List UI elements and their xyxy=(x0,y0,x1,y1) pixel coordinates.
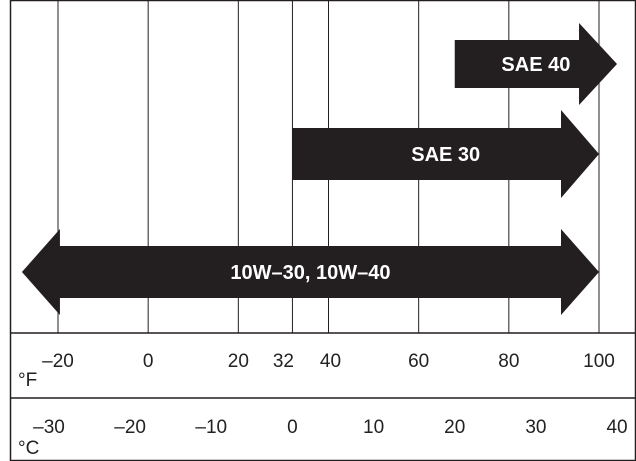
range-arrow-sae-30 xyxy=(292,110,599,198)
f-tick-label: –20 xyxy=(42,351,74,372)
c-tick-label: 20 xyxy=(444,417,465,438)
c-tick-label: –20 xyxy=(114,417,146,438)
fahrenheit-unit-label: °F xyxy=(18,370,37,391)
f-tick-label: 100 xyxy=(583,351,615,372)
c-tick-label: –30 xyxy=(33,417,65,438)
c-tick-label: 40 xyxy=(606,417,627,438)
range-arrows: SAE 40 SAE 30 10W–30, 10W–40 xyxy=(21,23,618,315)
f-tick-label: 80 xyxy=(498,351,519,372)
c-tick-label: 10 xyxy=(363,417,384,438)
celsius-unit-label: °C xyxy=(18,438,39,459)
fahrenheit-tick-labels: –20 0 20 32 40 60 80 100 xyxy=(42,351,615,372)
c-tick-label: 30 xyxy=(525,417,546,438)
c-tick-label: 0 xyxy=(287,417,298,438)
range-label-10w-30-10w-40: 10W–30, 10W–40 xyxy=(230,262,390,284)
f-tick-label: 40 xyxy=(320,351,341,372)
f-tick-label: 20 xyxy=(228,351,249,372)
f-tick-label: 60 xyxy=(408,351,429,372)
range-arrow-sae-40 xyxy=(454,23,618,105)
range-label-sae-40: SAE 40 xyxy=(501,54,570,76)
f-tick-label: 0 xyxy=(143,351,154,372)
range-arrow-10w-30-10w-40 xyxy=(21,229,599,315)
f-tick-label: 32 xyxy=(273,351,294,372)
c-tick-label: –10 xyxy=(195,417,227,438)
celsius-tick-labels: –30 –20 –10 0 10 20 30 40 xyxy=(33,417,627,438)
range-label-sae-30: SAE 30 xyxy=(411,144,480,166)
